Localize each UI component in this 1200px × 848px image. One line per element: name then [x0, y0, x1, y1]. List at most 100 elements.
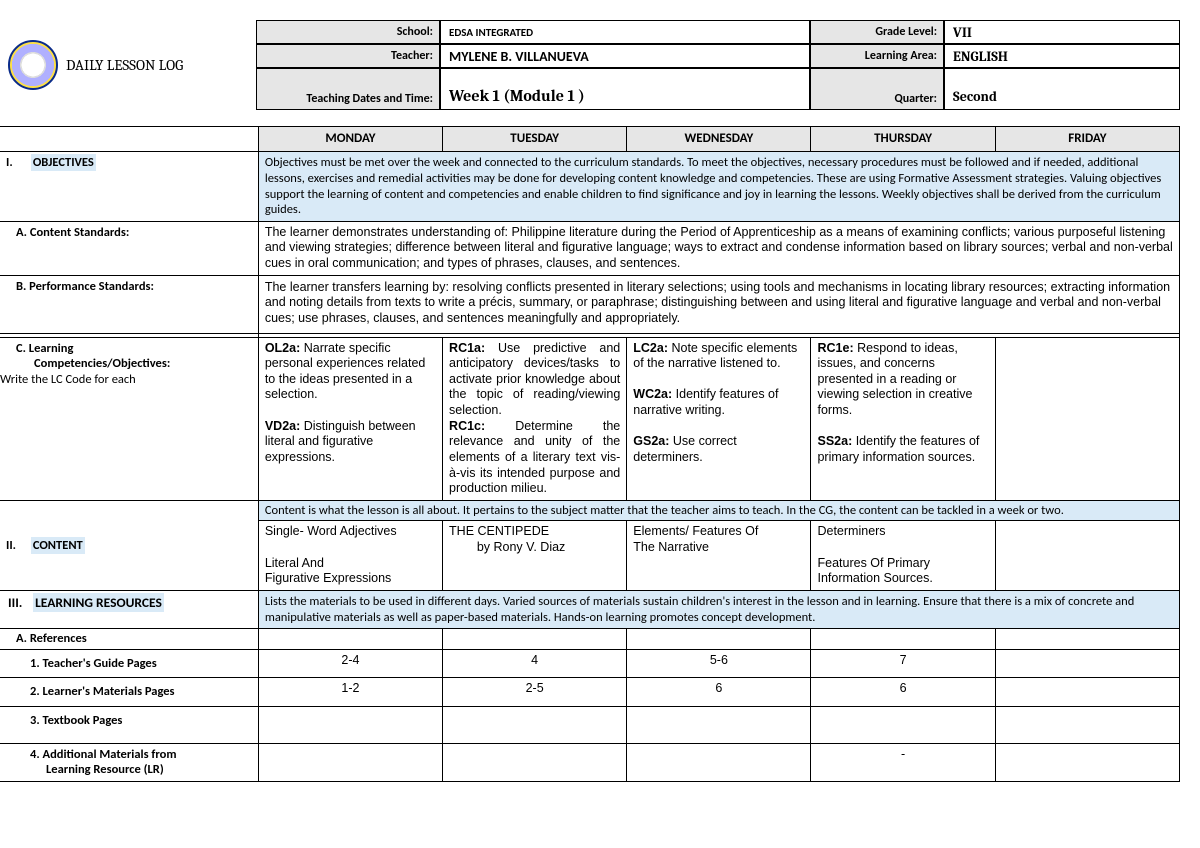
content-tue-l2: by Rony V. Diaz — [449, 540, 565, 554]
resources-label: III. LEARNING RESOURCES — [0, 590, 258, 628]
content-fri — [995, 521, 1179, 591]
lc-fri — [995, 337, 1179, 500]
content-tue: THE CENTIPEDE by Rony V. Diaz — [443, 521, 627, 591]
document-title: DAILY LESSON LOG — [66, 56, 183, 74]
objectives-row: I. OBJECTIVES Objectives must be met ove… — [0, 152, 1180, 222]
content-mon: Single- Word Adjectives Literal And Figu… — [258, 521, 442, 591]
lc-wed: LC2a: Note specific elements of the narr… — [627, 337, 811, 500]
lc-wed-code2: WC2a: — [633, 387, 672, 401]
value-grade: VII — [944, 20, 1180, 44]
lc-mon-code2: VD2a: — [265, 419, 300, 433]
ref4-label-l2: Learning Resource (LR) — [30, 762, 164, 778]
ref2-wed: 6 — [627, 678, 811, 707]
day-friday: FRIDAY — [995, 127, 1179, 152]
deped-logo-icon — [8, 40, 58, 90]
ref2-fri — [995, 678, 1179, 707]
content-wed-l2: The Narrative — [633, 540, 709, 554]
ref2-tue: 2-5 — [443, 678, 627, 707]
content-thu: Determiners Features Of Primary Informat… — [811, 521, 995, 591]
content-section-label: II. CONTENT — [0, 500, 258, 590]
ref4-row: 4. Additional Materials from Learning Re… — [0, 743, 1180, 781]
references-row: A. References — [0, 629, 1180, 650]
lesson-log-document: DAILY LESSON LOG School: EDSA INTEGRATED… — [0, 20, 1180, 782]
lc-label-l3: Write the LC Code for each — [0, 372, 136, 387]
objectives-label: I. OBJECTIVES — [0, 152, 258, 222]
ref3-label: 3. Textbook Pages — [0, 707, 258, 744]
day-header-row: MONDAY TUESDAY WEDNESDAY THURSDAY FRIDAY — [0, 127, 1180, 152]
performance-standards-row: B. Performance Standards: The learner tr… — [0, 275, 1180, 333]
content-mon-l2: Literal And — [265, 556, 324, 570]
content-note: Content is what the lesson is all about.… — [258, 500, 1179, 521]
ref4-thu: - — [811, 743, 995, 781]
lc-label-l1: C. Learning — [16, 341, 73, 356]
lc-wed-code3: GS2a: — [633, 434, 669, 448]
ref2-mon: 1-2 — [258, 678, 442, 707]
ref4-label: 4. Additional Materials from Learning Re… — [0, 743, 258, 781]
ref4-label-l1: 4. Additional Materials from — [30, 747, 177, 762]
content-mon-l1: Single- Word Adjectives — [265, 524, 397, 538]
content-note-row: II. CONTENT Content is what the lesson i… — [0, 500, 1180, 521]
day-tuesday: TUESDAY — [443, 127, 627, 152]
ref2-thu: 6 — [811, 678, 995, 707]
label-dates-text: Teaching Dates and Time: — [306, 92, 433, 106]
lc-tue-code2: RC1c: — [449, 419, 485, 433]
lc-mon: OL2a: Narrate specific personal experien… — [258, 337, 442, 500]
value-dates: Week 1 (Module 1 ) — [440, 68, 810, 110]
blank-corner — [0, 127, 258, 152]
content-standards-label: A. Content Standards: — [0, 221, 258, 275]
day-wednesday: WEDNESDAY — [627, 127, 811, 152]
label-grade: Grade Level: — [810, 20, 944, 44]
value-school: EDSA INTEGRATED — [440, 20, 810, 44]
lc-label-l2: Competencies/Objectives: — [16, 356, 170, 372]
lc-thu-code1: RC1e: — [817, 341, 853, 355]
ref2-row: 2. Learner's Materials Pages 1-2 2-5 6 6 — [0, 678, 1180, 707]
lc-tue-code1: RC1a: — [449, 341, 485, 355]
performance-standards-text: The learner transfers learning by: resol… — [258, 275, 1179, 333]
references-label: A. References — [0, 629, 258, 650]
label-teacher: Teacher: — [256, 44, 440, 68]
roman-ii: II. — [6, 538, 28, 554]
day-monday: MONDAY — [258, 127, 442, 152]
value-teacher: MYLENE B. VILLANUEVA — [440, 44, 810, 68]
lc-tue: RC1a: Use predictive and anticipatory de… — [443, 337, 627, 500]
roman-iii: III. — [8, 595, 30, 612]
title-cell: DAILY LESSON LOG — [0, 20, 256, 110]
roman-i: I. — [6, 155, 28, 171]
lc-thu: RC1e: Respond to ideas, issues, and conc… — [811, 337, 995, 500]
performance-standards-label: B. Performance Standards: — [0, 275, 258, 333]
day-thursday: THURSDAY — [811, 127, 995, 152]
resources-title-text: LEARNING RESOURCES — [33, 593, 164, 612]
lc-row: C. Learning Competencies/Objectives: Wri… — [0, 337, 1180, 500]
label-school: School: — [256, 20, 440, 44]
lc-thu-code2: SS2a: — [817, 434, 852, 448]
ref1-mon: 2-4 — [258, 649, 442, 678]
label-dates: Teaching Dates and Time: — [256, 68, 440, 110]
content-wed-l1: Elements/ Features Of — [633, 524, 758, 538]
content-standards-row: A. Content Standards: The learner demons… — [0, 221, 1180, 275]
ref1-wed: 5-6 — [627, 649, 811, 678]
content-wed: Elements/ Features Of The Narrative — [627, 521, 811, 591]
ref1-thu: 7 — [811, 649, 995, 678]
ref2-label: 2. Learner's Materials Pages — [0, 678, 258, 707]
lc-label: C. Learning Competencies/Objectives: Wri… — [0, 337, 258, 500]
ref1-tue: 4 — [443, 649, 627, 678]
lc-wed-code1: LC2a: — [633, 341, 668, 355]
content-mon-l3: Figurative Expressions — [265, 571, 391, 585]
header-grid: School: EDSA INTEGRATED Grade Level: VII… — [256, 20, 1180, 110]
content-tue-l1: THE CENTIPEDE — [449, 524, 549, 538]
content-thu-l2: Features Of Primary — [817, 556, 930, 570]
value-area: ENGLISH — [944, 44, 1180, 68]
ref1-label: 1. Teacher's Guide Pages — [0, 649, 258, 678]
label-area: Learning Area: — [810, 44, 944, 68]
content-thu-l3: Information Sources. — [817, 571, 932, 585]
content-standards-text: The learner demonstrates understanding o… — [258, 221, 1179, 275]
header-block: DAILY LESSON LOG School: EDSA INTEGRATED… — [0, 20, 1180, 110]
label-quarter: Quarter: — [810, 68, 944, 110]
objectives-title-text: OBJECTIVES — [31, 154, 96, 171]
value-quarter: Second — [944, 68, 1180, 110]
lc-mon-code1: OL2a: — [265, 341, 300, 355]
resources-row: III. LEARNING RESOURCES Lists the materi… — [0, 590, 1180, 628]
objectives-note: Objectives must be met over the week and… — [258, 152, 1179, 222]
ref3-row: 3. Textbook Pages — [0, 707, 1180, 744]
content-thu-l1: Determiners — [817, 524, 885, 538]
